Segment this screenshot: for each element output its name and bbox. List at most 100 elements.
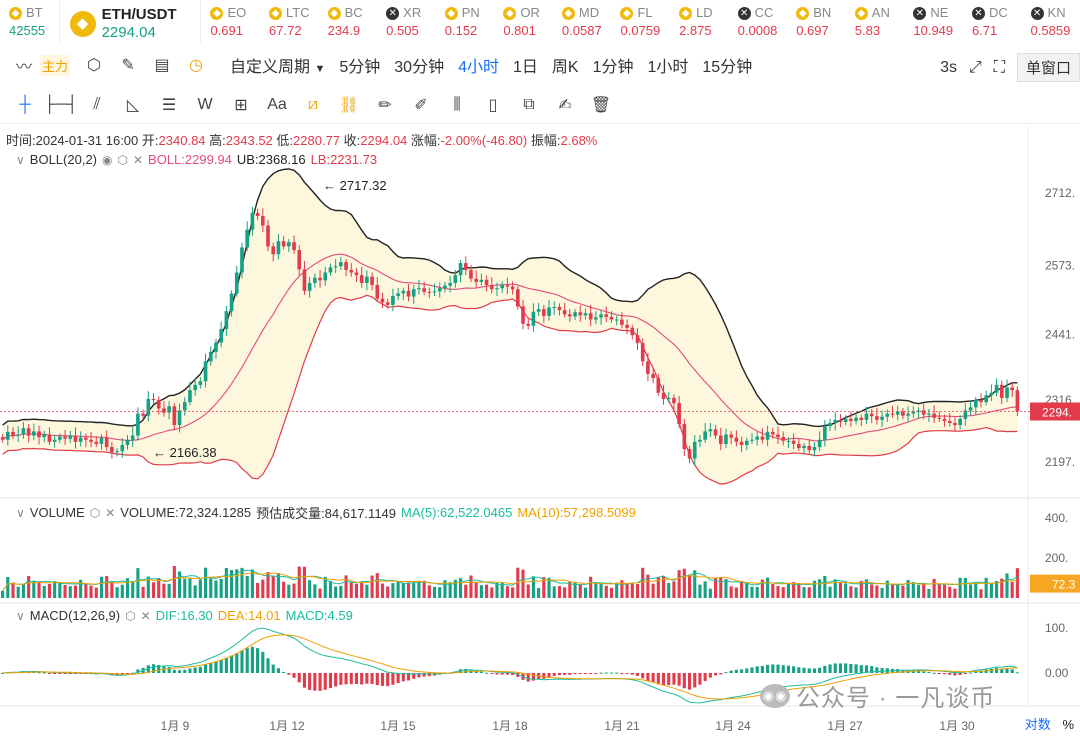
lock-icon[interactable]: ⛓ (338, 96, 360, 114)
volume-bar (526, 584, 530, 598)
settings-icon[interactable]: ⬡ (125, 608, 136, 623)
log-scale-toggle[interactable]: 对数 (1024, 717, 1051, 732)
interval-option[interactable]: 15分钟 (702, 59, 753, 76)
binance-icon: ◆ (9, 6, 22, 20)
eye-icon[interactable]: ◉ (102, 152, 113, 167)
expand-icon[interactable]: ⤢ (968, 58, 982, 76)
macd-bar (833, 663, 837, 673)
ticker-item[interactable]: ◆ OR 0.801 (494, 0, 553, 44)
macd-bar (1010, 669, 1014, 673)
volume-bar (141, 586, 145, 598)
interval-option[interactable]: 30分钟 (394, 59, 445, 76)
candle-body (744, 440, 749, 445)
refresh-rate[interactable]: 3s (940, 58, 957, 76)
fib-lines-icon[interactable]: ☰ (161, 96, 177, 114)
custom-period-dropdown[interactable]: 自定义周期 ▼ (230, 53, 325, 77)
ticker-item[interactable]: ✕ NE 10.949 (904, 0, 963, 44)
percent-scale-toggle[interactable]: % (1062, 717, 1074, 732)
candle-body (682, 424, 687, 450)
ticker-item[interactable]: ◆ MD 0.0587 (553, 0, 612, 44)
interval-option[interactable]: 1日 (513, 59, 538, 76)
ticker-item[interactable]: ◆ FL 0.0759 (611, 0, 670, 44)
candle-body (484, 279, 489, 286)
chart-type-icon[interactable]: 〰 (15, 59, 32, 76)
horizontal-line-icon[interactable]: ├─┤ (44, 95, 79, 113)
collapse-icon[interactable]: ∨ (16, 608, 25, 623)
volume-bar (760, 579, 764, 598)
macd-bar (73, 673, 78, 674)
macd-bar (708, 673, 712, 678)
candle-body (458, 263, 463, 276)
candle-body (422, 288, 426, 292)
trash-icon[interactable]: 🗑 (590, 96, 612, 114)
ticker-item[interactable]: ✕ KN 0.5859 (1022, 0, 1080, 44)
close-icon[interactable]: ✕ (105, 505, 116, 520)
volume-bar (948, 586, 952, 598)
volume-bar (125, 578, 130, 598)
window-mode-button[interactable]: 单窗口 (1016, 53, 1080, 82)
candle-body (921, 410, 926, 415)
ticker-item[interactable]: ◆ BT 42555 (0, 0, 59, 44)
volume-tick: 200. (1045, 551, 1068, 565)
ticker-item[interactable]: ✕ DC 6.71 (963, 0, 1022, 44)
high-annotation: ← 2717.32 (323, 178, 387, 193)
ticker-item[interactable]: ◆ BN 0.697 (787, 0, 846, 44)
close-icon[interactable]: ✕ (132, 152, 144, 167)
x-icon: ✕ (386, 6, 400, 20)
measure-icon[interactable]: ⊞ (234, 96, 248, 114)
macd-bar (896, 669, 900, 673)
candle-tool-icon[interactable]: ⫼ (453, 95, 461, 113)
volume-bar (276, 573, 280, 598)
ticker-item[interactable]: ◆ EO 0.691 (201, 0, 260, 44)
brush-icon[interactable]: ✐ (414, 96, 428, 114)
time-label: 时间: (6, 133, 36, 148)
volume-bar (105, 576, 109, 598)
interval-option[interactable]: 5分钟 (339, 59, 381, 76)
flag-icon[interactable]: ▯ (488, 96, 498, 114)
parallel-lines-icon[interactable]: ⫽ (93, 95, 101, 113)
main-pair[interactable]: ◆ ETH/USDT 2294.04 (58, 0, 202, 44)
draw-icon[interactable]: ✎ (121, 57, 135, 74)
candle-body (354, 272, 359, 276)
ticker-item[interactable]: ◆ BC 234.9 (319, 0, 378, 44)
ticker-item[interactable]: ◆ PN 0.152 (436, 0, 495, 44)
ticker-item[interactable]: ◆ LTC 67.72 (260, 0, 319, 44)
interval-option[interactable]: 周K (551, 59, 579, 76)
fullscreen-icon[interactable]: ⛶ (993, 58, 1005, 76)
layout-icon[interactable]: ▤ (154, 57, 170, 74)
text-icon[interactable]: Aa (267, 95, 287, 113)
edit-icon[interactable]: ✍ (558, 96, 572, 114)
candle-body (505, 285, 510, 287)
settings-icon[interactable]: ⬡ (117, 152, 128, 167)
macd-bar (302, 673, 306, 688)
angle-icon[interactable]: ◺ (126, 96, 140, 114)
ticker-item[interactable]: ✕ XR 0.505 (377, 0, 436, 44)
ticker-item[interactable]: ✕ CC 0.0008 (729, 0, 788, 44)
interval-option[interactable]: 1分钟 (592, 59, 634, 76)
candle-body (385, 302, 390, 305)
magnet-icon[interactable]: ⧄ (307, 95, 319, 113)
interval-option[interactable]: 4小时 (458, 59, 499, 76)
macd-bar (854, 664, 858, 673)
clock-icon[interactable]: ◷ (189, 57, 203, 74)
interval-option[interactable]: 1小时 (647, 59, 689, 76)
candle-body (437, 288, 442, 292)
wave-icon[interactable]: W (197, 95, 213, 113)
volume-bar (599, 583, 603, 598)
close-icon[interactable]: ✕ (140, 608, 151, 623)
candle-body (927, 413, 931, 415)
ruler-icon[interactable]: ✏ (378, 96, 392, 114)
main-force-button[interactable]: 主力 (40, 54, 71, 76)
crosshair-icon[interactable]: ┼ (19, 95, 31, 113)
collapse-icon[interactable]: ∨ (16, 505, 25, 520)
copy-icon[interactable]: ⧉ (523, 95, 535, 113)
volume-bar (198, 579, 202, 598)
ticker-item[interactable]: ◆ AN 5.83 (846, 0, 905, 44)
collapse-icon[interactable]: ∨ (16, 152, 25, 167)
ticker-item[interactable]: ◆ LD 2.875 (670, 0, 729, 44)
settings-icon[interactable]: ⬡ (89, 505, 101, 520)
macd-bar (620, 673, 624, 674)
settings-icon[interactable]: ⬡ (87, 57, 101, 74)
high-value: 2343.52 (225, 133, 273, 148)
